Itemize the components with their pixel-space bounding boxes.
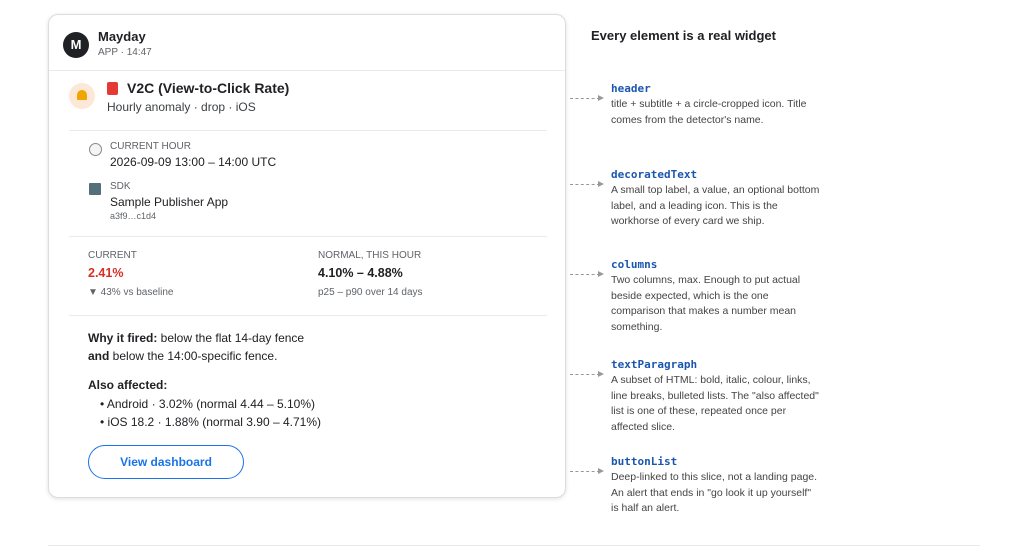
connector [570, 95, 604, 101]
widget-note: Deep-linked to this slice, not a landing… [611, 471, 818, 514]
alert-badge [107, 82, 118, 95]
bottom-rule [48, 545, 980, 546]
divider [49, 70, 565, 71]
sdk-icon [89, 183, 101, 195]
text: below the flat 14-day fence [157, 331, 305, 345]
top-label: CURRENT HOUR [110, 141, 191, 152]
connector [570, 271, 604, 277]
paragraph: Why it fired: below the flat 14-day fenc… [88, 329, 304, 365]
column-label: CURRENT [88, 250, 137, 261]
widget-name: columns [611, 258, 658, 271]
connector [570, 371, 604, 377]
text: below the 14:00-specific fence. [109, 349, 278, 363]
widget-name: buttonList [611, 455, 678, 468]
connector [570, 181, 604, 187]
top-label: SDK [110, 181, 131, 192]
value: 2026-09-09 13:00 – 14:00 UTC [110, 155, 277, 169]
widget-note: Two columns, max. Enough to put actual b… [611, 274, 801, 333]
avatar: M [63, 32, 89, 58]
widget-note: A small top label, a value, an optional … [611, 184, 820, 227]
list-item: • iOS 18.2 · 1.88% (normal 3.90 – 4.71%) [100, 415, 321, 429]
header-icon [69, 83, 95, 109]
column-value: 4.10% – 4.88% [318, 266, 403, 280]
bold: and [88, 349, 110, 363]
widget-name: textParagraph [611, 358, 698, 371]
aside-title: Every element is a real widget [591, 28, 776, 43]
bold: Why it fired: [88, 331, 158, 345]
list-item: • Android · 3.02% (normal 4.44 – 5.10%) [100, 397, 315, 411]
chat-card: M Mayday APP · 14:47 V2C (View-to-Click … [48, 14, 566, 498]
widget-note: title + subtitle + a circle-cropped icon… [611, 98, 807, 126]
widget-name: header [611, 82, 651, 95]
column-label: NORMAL, THIS HOUR [318, 250, 422, 261]
column-note: ▼ 43% vs baseline [88, 287, 174, 298]
header-subtitle: Hourly anomaly · drop · iOS [107, 100, 256, 114]
column-value: 2.41% [88, 266, 124, 280]
divider [69, 236, 547, 237]
bottom-label: a3f9…c1d4 [110, 211, 157, 221]
sender: Mayday [98, 29, 146, 44]
widget-name: decoratedText [611, 168, 698, 181]
button[interactable]: View dashboard [88, 445, 244, 479]
divider [69, 130, 547, 131]
meta: APP · 14:47 [98, 47, 152, 58]
connector [570, 468, 604, 474]
column-note: p25 – p90 over 14 days [318, 287, 423, 298]
value: Sample Publisher App [110, 195, 229, 209]
list-title: Also affected: [88, 378, 168, 392]
header-title: V2C (View-to-Click Rate) [127, 80, 290, 96]
clock-icon [89, 143, 102, 156]
widget-note: A subset of HTML: bold, italic, colour, … [611, 374, 819, 433]
divider [69, 315, 547, 316]
